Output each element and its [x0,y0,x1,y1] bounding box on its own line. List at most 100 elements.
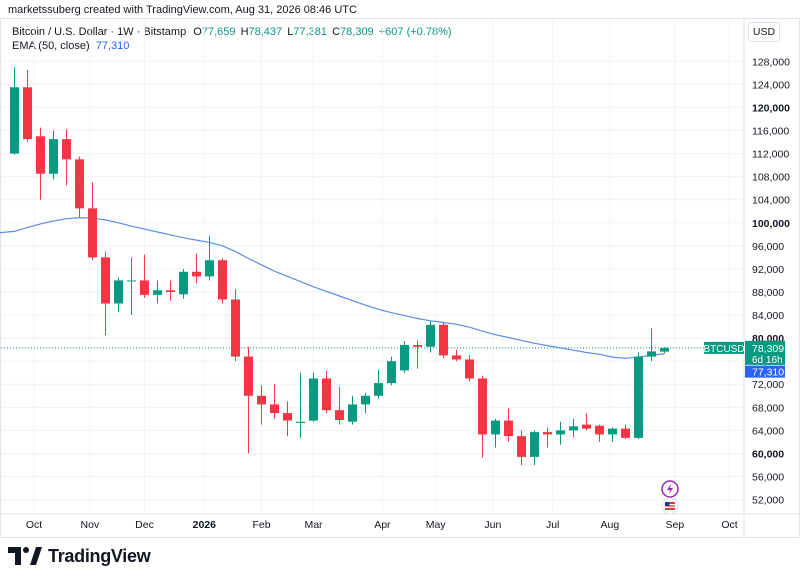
y-tick-label: 120,000 [752,102,790,114]
y-tick-label: 100,000 [752,218,790,230]
candle [647,328,656,362]
ema-label[interactable]: EMA (50, close) [12,40,90,52]
candle [75,156,84,218]
candle [114,277,123,313]
candle-body [75,159,84,209]
candle [634,352,643,440]
open-label: O [193,26,202,38]
candle-body [595,425,604,435]
y-tick-label: 92,000 [752,264,784,276]
change-value: +607 (+0.78%) [378,26,452,38]
last-price-tag-text: 78,309 [752,343,784,355]
candle [530,430,539,465]
candle [231,289,240,362]
y-tick-label: 88,000 [752,287,784,299]
candle [426,320,435,353]
time-axis[interactable]: Oct Nov Dec 2026 Feb Mar Apr May Jun Jul Aug Sep Oct [26,519,738,531]
candle-body [231,299,240,357]
candle [166,280,175,301]
candle [504,408,513,442]
candle [192,253,201,284]
candle [88,182,97,261]
candle [62,129,71,186]
candle [582,413,591,431]
y-tick-label: 64,000 [752,425,784,437]
candle [244,346,253,454]
candle [361,392,370,414]
candle-body [153,290,162,295]
x-tick-label: Aug [601,519,620,531]
grid-lines [1,19,799,537]
candle [127,257,136,316]
y-tick-label: 68,000 [752,402,784,414]
candle [374,369,383,399]
candle-body [283,413,292,421]
candle-body [140,280,149,295]
candle [517,430,526,465]
lightning-icon[interactable] [661,480,679,498]
candle [543,427,552,448]
x-tick-label: Oct [721,519,737,531]
candle-body [569,426,578,431]
currency-button[interactable]: USD [748,22,780,42]
chart-credit: marketssuberg created with TradingView.c… [8,4,357,16]
candle [348,395,357,425]
x-tick-label: Oct [26,519,42,531]
candle [257,385,266,425]
ema-tag-bg [745,365,785,378]
low-value: 77,381 [293,26,328,38]
close-label: C [332,26,341,38]
candle-body [478,378,487,435]
candle-body [114,280,123,304]
open-value: 77,659 [201,26,236,38]
ema-line [0,216,665,359]
y-tick-label: 56,000 [752,472,784,484]
us-flag-icon[interactable] [661,497,679,515]
candle-body [270,404,279,414]
candle-body [309,378,318,421]
x-tick-label: Dec [135,519,154,531]
x-tick-label: Jun [484,519,501,531]
candle [491,418,500,448]
symbol-line: Bitcoin / U.S. Dollar · 1W · Bitstamp O7… [12,25,452,39]
candle-body [452,355,461,360]
candle [283,401,292,437]
y-tick-label: 96,000 [752,241,784,253]
candle [452,349,461,362]
tradingview-logo[interactable]: TradingView [8,546,151,566]
candle [439,322,448,359]
candle [660,347,669,354]
y-tick-label: 128,000 [752,56,790,68]
candle-body [36,136,45,174]
y-tick-label: 124,000 [752,79,790,91]
candle [595,424,604,442]
candle-body [374,383,383,396]
y-tick-label: 52,000 [752,495,784,507]
candle-body [192,271,201,277]
candle-body [322,378,331,411]
candle [205,235,214,281]
candle-body [491,420,500,435]
ema-series [0,216,665,359]
countdown-tag-text: 6d 16h [752,355,783,366]
candlestick-series [10,67,669,465]
candle [621,424,630,440]
candle-body [608,428,617,435]
candle-body [218,260,227,300]
candle-body [439,324,448,356]
close-value: 78,309 [340,26,374,38]
x-tick-label: 2026 [193,519,217,531]
candle-body [400,345,409,371]
candle-body [426,324,435,347]
candle [569,418,578,438]
candle-body [413,345,422,347]
symbol-name[interactable]: Bitcoin / U.S. Dollar · 1W · Bitstamp [12,26,187,38]
candle [465,355,474,382]
candle [153,280,162,304]
price-axis[interactable]: 52,00056,00060,00064,00068,00072,00076,0… [752,56,790,506]
candle-body [23,87,32,140]
y-tick-label: 60,000 [752,448,784,460]
candle-body [582,424,591,429]
